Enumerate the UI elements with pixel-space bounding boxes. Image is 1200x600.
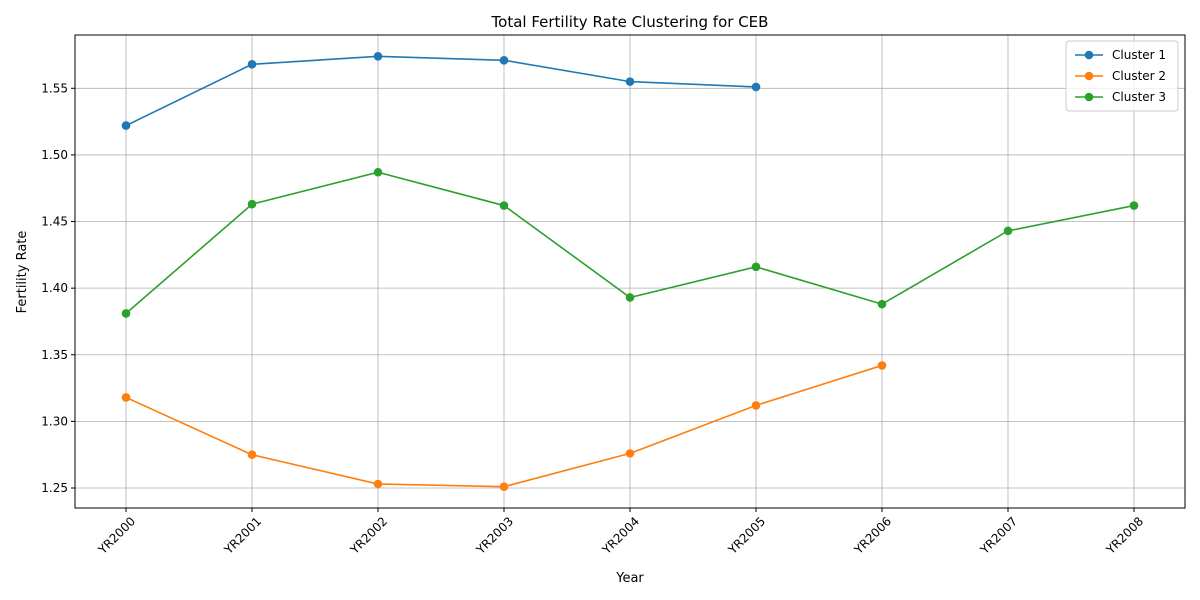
y-tick-label: 1.45 <box>41 215 68 229</box>
data-point <box>625 293 635 302</box>
data-point <box>499 56 509 65</box>
y-tick-label: 1.25 <box>41 481 68 495</box>
data-point <box>121 309 131 318</box>
legend-item: Cluster 2 <box>1075 69 1166 83</box>
data-point <box>751 262 761 272</box>
chart-title: Total Fertility Rate Clustering for CEB <box>491 13 769 31</box>
data-point <box>751 82 761 92</box>
data-point <box>373 167 383 177</box>
data-point <box>373 52 383 61</box>
series-3 <box>121 167 1139 318</box>
y-tick-label: 1.50 <box>41 148 68 162</box>
data-point <box>499 201 509 210</box>
data-point <box>373 479 383 489</box>
grid-layer <box>75 35 1185 508</box>
data-point <box>247 450 257 460</box>
data-point <box>247 199 257 209</box>
data-point <box>625 77 635 86</box>
y-axis-title: Fertility Rate <box>15 231 30 314</box>
y-tick-label: 1.30 <box>41 414 68 428</box>
data-point <box>247 60 257 69</box>
data-point <box>1129 201 1139 210</box>
y-tick-label: 1.40 <box>41 281 68 295</box>
y-tick-label: 1.55 <box>41 81 68 95</box>
series-2 <box>121 361 887 491</box>
legend-label: Cluster 2 <box>1112 69 1166 83</box>
data-point <box>1003 226 1013 236</box>
series-line <box>125 55 757 127</box>
legend-item: Cluster 1 <box>1075 48 1166 62</box>
data-point <box>499 482 509 491</box>
x-axis-title: Year <box>615 571 644 586</box>
legend-box <box>1065 40 1179 112</box>
series-layer <box>121 52 1139 491</box>
data-point <box>121 393 131 402</box>
legend: Cluster 1 Cluster 2 Cluster 3 <box>1065 40 1179 112</box>
legend-label: Cluster 3 <box>1112 90 1166 104</box>
legend-label: Cluster 1 <box>1112 48 1166 62</box>
legend-swatch-marker <box>1084 50 1094 60</box>
legend-swatch-marker <box>1084 71 1094 81</box>
data-point <box>121 121 131 130</box>
data-point <box>625 449 635 458</box>
legend-item: Cluster 3 <box>1075 90 1166 104</box>
y-tick-label: 1.35 <box>41 348 68 362</box>
data-point <box>877 361 887 370</box>
data-point <box>877 299 887 309</box>
data-point <box>751 401 761 410</box>
series-1 <box>121 52 761 130</box>
legend-swatch-marker <box>1084 92 1094 102</box>
